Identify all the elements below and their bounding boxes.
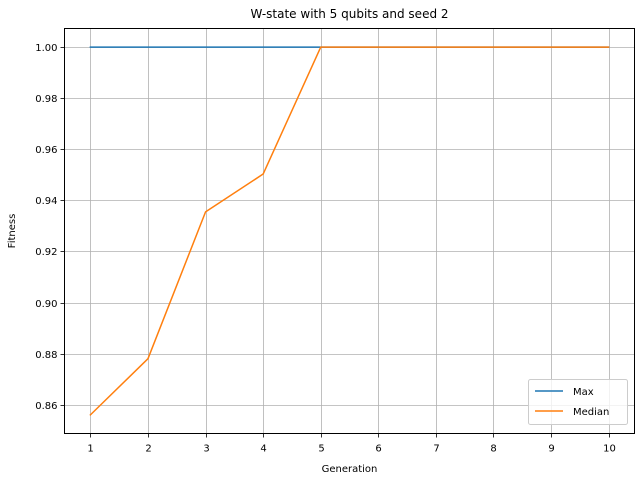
ticks: 1 2 3 4 5 6 7 8 9 10 0.86 0.88 0.90 0.92 0.94 0.96 0.98 1… [35,43,616,455]
x-tick-label: 8 [490,444,496,455]
x-tick-label: 4 [260,444,266,455]
y-tick-label: 0.88 [35,350,57,361]
y-tick-label: 0.92 [35,247,57,258]
series-lines [89,46,610,416]
y-tick-label: 0.98 [35,94,57,105]
y-tick-label: 1.00 [35,43,57,54]
legend-label-median: Median [573,407,609,418]
axes-frame [64,28,635,434]
x-tick-label: 9 [548,444,554,455]
x-tick-label: 1 [87,444,93,455]
x-tick-label: 6 [375,444,381,455]
x-axis-label: Generation [322,464,378,475]
chart-title: W-state with 5 qubits and seed 2 [250,7,448,21]
legend-label-max: Max [573,387,594,398]
y-tick-label: 0.86 [35,401,57,412]
y-axis-label: Fitness [7,214,18,249]
x-tick-label: 2 [145,444,151,455]
x-tick-label: 7 [433,444,439,455]
y-tick-label: 0.96 [35,145,57,156]
x-tick-label: 5 [318,444,324,455]
y-tick-label: 0.94 [35,196,57,207]
x-tick-label: 3 [203,444,209,455]
x-tick-label: 10 [603,444,616,455]
y-tick-label: 0.90 [35,299,57,310]
series-line-median [89,46,610,416]
legend: Max Median [528,379,628,425]
